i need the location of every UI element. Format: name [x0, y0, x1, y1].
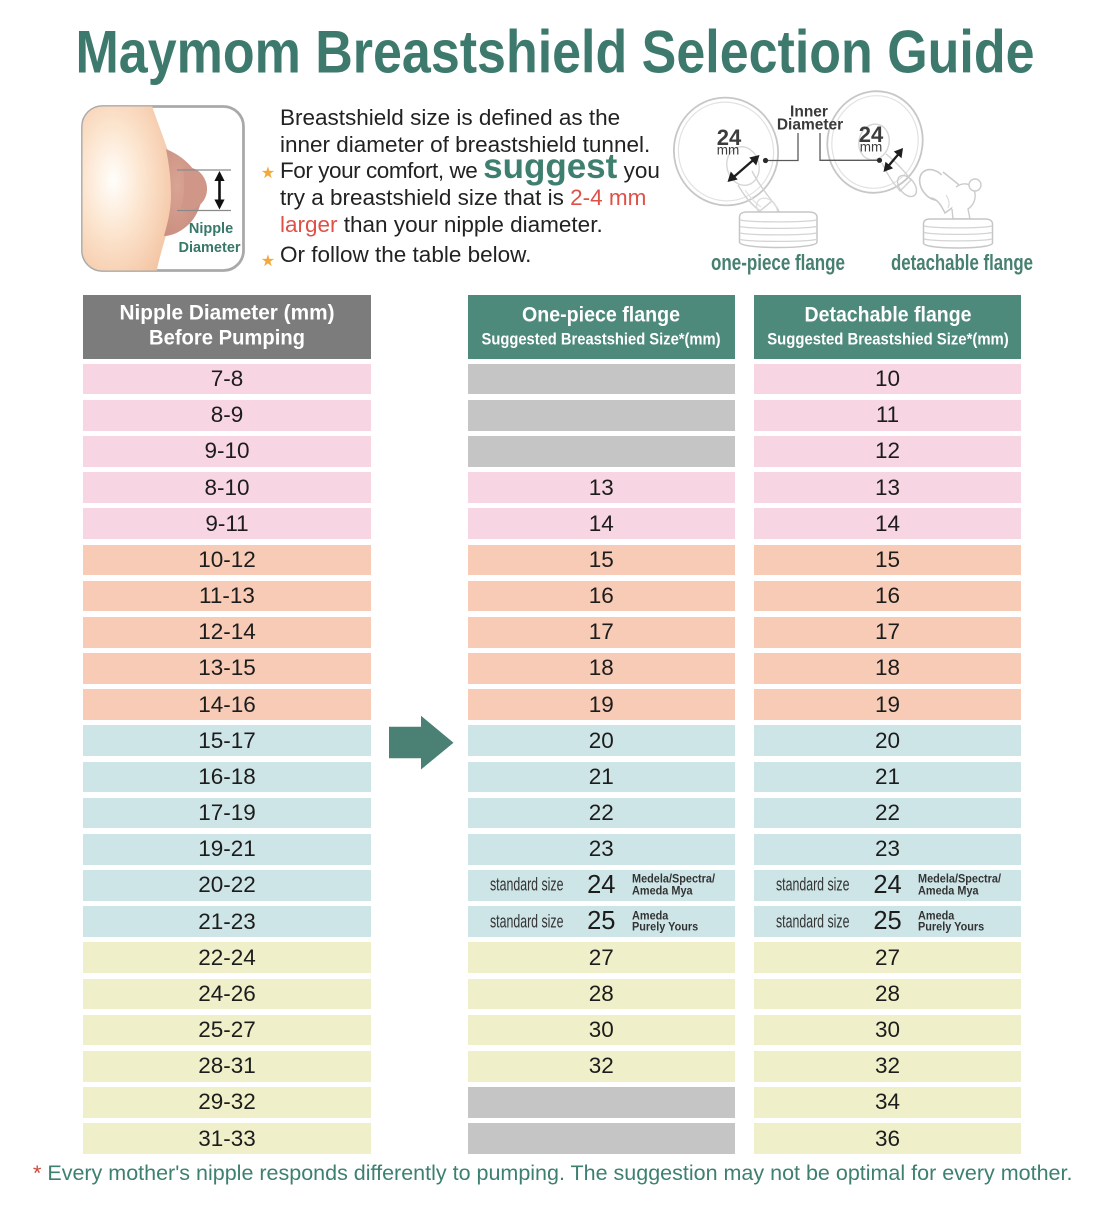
svg-text:Nipple: Nipple — [189, 221, 233, 237]
svg-text:24: 24 — [717, 125, 742, 150]
svg-text:Inner: Inner — [790, 104, 828, 121]
svg-text:Diameter: Diameter — [777, 117, 843, 134]
svg-text:mm: mm — [717, 143, 740, 158]
svg-text:mm: mm — [860, 140, 883, 155]
svg-text:24: 24 — [859, 122, 884, 147]
svg-text:Diameter: Diameter — [178, 240, 240, 256]
